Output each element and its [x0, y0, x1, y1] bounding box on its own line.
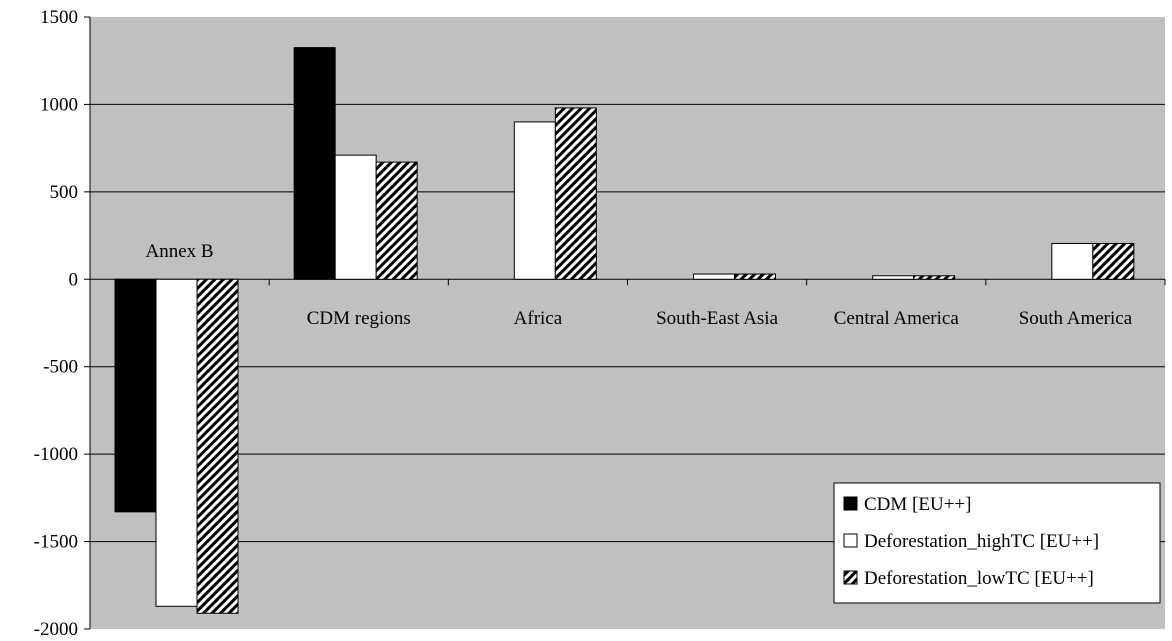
bar-deforestation-lowtc: [913, 275, 956, 280]
axes: [84, 16, 1166, 630]
bar-cdm: [114, 278, 157, 513]
bar-deforestation-lowtc: [196, 278, 239, 614]
category-label: CDM regions: [307, 308, 411, 329]
category-label: Annex B: [146, 241, 214, 262]
legend-swatch-hightc: [843, 533, 858, 548]
gridlines: [90, 103, 1165, 543]
legend-swatch-cdm: [843, 496, 858, 511]
y-tick-label: 1000: [40, 94, 78, 115]
y-tick-label: -2000: [34, 619, 78, 640]
legend-label: CDM [EU++]: [864, 494, 971, 515]
category-label: South-East Asia: [656, 308, 778, 329]
bar-deforestation-hightc: [1051, 242, 1094, 280]
bar-deforestation-lowtc: [375, 161, 418, 280]
bar-deforestation-lowtc: [734, 273, 776, 280]
category-label: Central America: [834, 308, 960, 329]
legend-box: [833, 482, 1161, 604]
bar-cdm: [293, 47, 336, 280]
legend: CDM [EU++] Deforestation_highTC [EU++] Def…: [833, 482, 1161, 604]
bar-deforestation-lowtc: [554, 107, 597, 280]
legend-label: Deforestation_lowTC [EU++]: [864, 568, 1094, 589]
y-tick-label: 0: [69, 269, 79, 290]
bar-deforestation-hightc: [872, 275, 915, 280]
y-tick-label: -1500: [34, 532, 78, 553]
bar-deforestation-hightc: [334, 154, 377, 280]
bar-deforestation-hightc: [513, 121, 556, 280]
category-label: Africa: [514, 308, 563, 329]
legend-swatch-lowtc: [843, 570, 858, 585]
bars: [114, 47, 1135, 614]
bar-deforestation-hightc: [693, 273, 735, 280]
y-tick-label: 500: [50, 182, 79, 203]
category-label: South America: [1019, 308, 1133, 329]
bar-deforestation-hightc: [155, 278, 198, 607]
y-tick-label: 1500: [40, 7, 78, 28]
bar-deforestation-lowtc: [1092, 242, 1135, 280]
legend-label: Deforestation_highTC [EU++]: [864, 531, 1099, 552]
labels: 1500 1000 500 0 -500 -1000 -1500 -2000 Annex B CD…: [34, 7, 1133, 640]
y-tick-label: -1000: [34, 444, 78, 465]
y-tick-label: -500: [43, 357, 78, 378]
